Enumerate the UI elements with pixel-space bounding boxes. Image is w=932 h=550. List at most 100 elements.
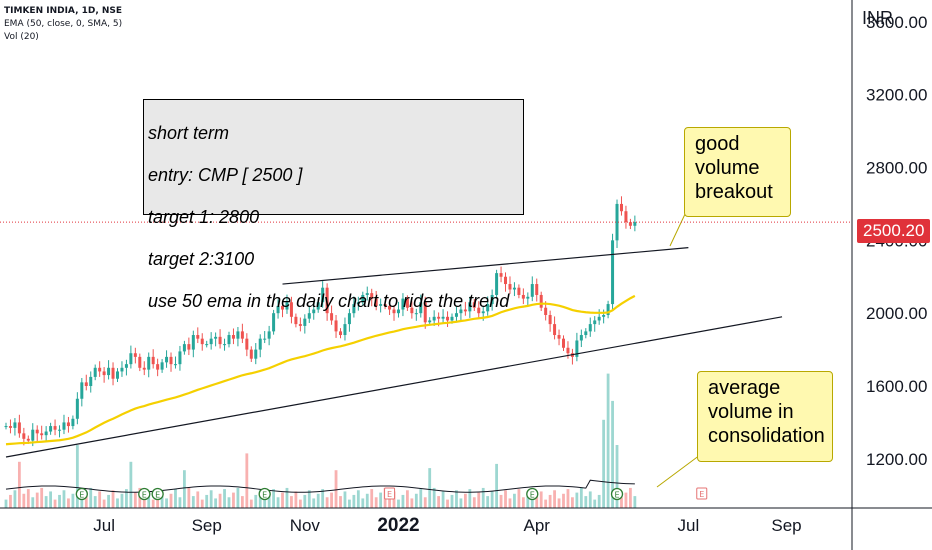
volume-bar <box>535 496 539 508</box>
earnings-marker-letter: E <box>262 491 267 500</box>
volume-bar <box>49 491 52 508</box>
volume-bar <box>303 494 307 508</box>
volume-bar <box>156 494 160 508</box>
candle-body <box>459 309 463 314</box>
volume-bar <box>254 494 258 508</box>
candle-body <box>321 287 325 303</box>
x-tick-label: Sep <box>771 516 801 535</box>
volume-bar <box>414 493 418 508</box>
candle-body <box>441 316 445 319</box>
candle-body <box>597 316 601 321</box>
volume-bar <box>236 487 240 508</box>
volume-bar <box>160 490 164 508</box>
candle-body <box>396 309 400 314</box>
note-line-4: target 2:3100 <box>148 249 255 269</box>
volume-bar <box>67 498 70 508</box>
volume-bar <box>437 496 441 508</box>
earnings-marker-letter: E <box>79 491 84 500</box>
volume-bar <box>597 494 601 508</box>
volume-bar <box>486 496 490 508</box>
candle-body <box>401 298 405 310</box>
breakout-callout[interactable]: good volume breakout <box>684 127 791 217</box>
volume-bar <box>459 498 463 508</box>
symbol-title: TIMKEN INDIA, 1D, NSE <box>4 6 123 16</box>
volume-bar <box>441 491 445 508</box>
volume-bar <box>446 499 449 508</box>
candle-body <box>294 316 298 325</box>
candle-body <box>62 422 66 430</box>
volume-bar <box>294 491 298 508</box>
volume-bar <box>321 489 325 508</box>
volume-bar <box>240 496 244 508</box>
candle-body <box>147 356 151 370</box>
candle-body <box>405 298 409 308</box>
volume-bar <box>116 498 119 508</box>
candle-body <box>379 304 383 306</box>
volume-bar <box>343 491 347 508</box>
note-line-5: use 50 ema in the daily chart to ride th… <box>148 291 510 311</box>
volume-ma-line <box>5 479 635 493</box>
volume-bar <box>191 496 195 508</box>
volume-bar <box>620 497 623 508</box>
earnings-marker <box>258 487 271 501</box>
candle-body <box>446 316 450 321</box>
candle-body <box>80 382 84 399</box>
volume-bar <box>356 490 360 508</box>
candle-body <box>530 284 534 297</box>
trade-plan-note[interactable]: short term entry: CMP [ 2500 ] target 1:… <box>143 99 524 311</box>
candle-body <box>142 367 146 370</box>
lower-trendline <box>5 316 783 458</box>
volume-bar <box>62 490 66 508</box>
consolidation-callout[interactable]: average volume in consolidation <box>697 371 833 462</box>
candle-body <box>223 344 227 346</box>
y-tick-label: 3600.00 <box>866 13 927 32</box>
candle-body <box>93 367 97 377</box>
candle-body <box>254 349 258 359</box>
candle-body <box>120 367 124 372</box>
candle-body <box>553 324 557 336</box>
candle-body <box>347 313 351 325</box>
candle-body <box>383 304 387 306</box>
x-tick-label: Nov <box>290 516 321 535</box>
candle-body <box>124 364 128 368</box>
candle-body <box>437 316 441 319</box>
candle-body <box>236 331 240 339</box>
volume-bar <box>75 445 79 508</box>
volume-bar <box>263 498 267 508</box>
volume-bar <box>133 492 137 508</box>
volume-bar <box>579 487 583 508</box>
volume-bar <box>348 499 351 508</box>
volume-bar <box>151 499 155 508</box>
candle-body <box>196 335 200 339</box>
volume-bar <box>129 461 133 508</box>
candle-body <box>187 344 191 350</box>
candle-body <box>588 324 592 332</box>
candle-body <box>285 302 289 310</box>
candle-body <box>454 313 458 317</box>
candle-body <box>245 338 249 350</box>
candle-body <box>477 307 481 314</box>
candle-body <box>75 398 79 419</box>
volume-bar <box>258 490 262 508</box>
volume-bar <box>249 499 253 508</box>
candle-body <box>330 313 334 321</box>
volume-bar <box>521 497 525 508</box>
ema-line-layer <box>5 294 636 446</box>
candle-body <box>410 307 414 314</box>
candle-body <box>356 302 360 305</box>
volume-indicator-label[interactable]: Vol (20) <box>4 32 39 42</box>
ema-indicator-label[interactable]: EMA (50, close, 0, SMA, 5) <box>4 19 123 29</box>
volume-bar <box>571 497 574 508</box>
candle-body <box>414 313 418 315</box>
volume-bar <box>102 499 106 508</box>
volume-bar <box>352 494 356 508</box>
volume-bar <box>35 492 39 508</box>
candlesticks <box>4 196 637 447</box>
candle-body <box>361 294 365 303</box>
candle-body <box>343 324 347 336</box>
volume-bar <box>214 498 218 508</box>
volume-bar <box>183 470 186 508</box>
volume-bar <box>80 497 84 508</box>
earnings-marker-letter: E <box>155 491 160 500</box>
